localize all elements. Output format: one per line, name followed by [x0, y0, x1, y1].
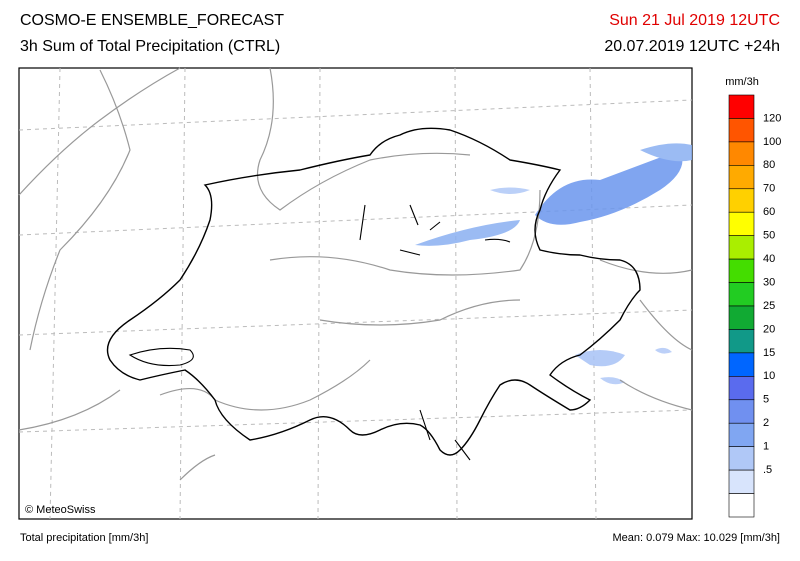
legend-swatch: [728, 188, 755, 213]
legend-swatch: [728, 305, 755, 330]
legend-label: 30: [763, 276, 775, 288]
legend-unit: mm/3h: [725, 76, 759, 88]
legend-label: .5: [763, 464, 772, 476]
legend-label: 15: [763, 347, 775, 359]
legend: 120 100 80 70 60 50 40 30 25 20 15 10 5 2 1 .5: [728, 94, 781, 518]
legend-label: 20: [763, 323, 775, 335]
legend-label: 120: [763, 112, 781, 124]
legend-swatch: [728, 141, 755, 166]
map-credit: © MeteoSwiss: [25, 504, 96, 516]
legend-swatch: [728, 352, 755, 377]
footer-right: Mean: 0.079 Max: 10.029 [mm/3h]: [612, 532, 780, 544]
legend-swatch: [728, 235, 755, 260]
legend-label: 40: [763, 253, 775, 265]
legend-label: 60: [763, 206, 775, 218]
legend-swatch: [728, 94, 755, 119]
legend-swatch: [728, 329, 755, 354]
legend-swatch: [728, 211, 755, 236]
legend-label: 5: [763, 394, 769, 406]
legend-label: 80: [763, 159, 775, 171]
legend-label: 10: [763, 370, 775, 382]
title: COSMO-E ENSEMBLE_FORECAST: [20, 12, 284, 29]
legend-swatch: [728, 118, 755, 143]
legend-swatch: [728, 493, 755, 518]
legend-label: 100: [763, 136, 781, 148]
legend-label: 25: [763, 300, 775, 312]
run-time: 20.07.2019 12UTC +24h: [604, 38, 780, 55]
legend-swatch: [728, 422, 755, 447]
legend-swatch: [728, 469, 755, 494]
map: © MeteoSwiss: [18, 67, 693, 520]
legend-swatch: [728, 376, 755, 401]
legend-swatch: [728, 258, 755, 283]
legend-label: 2: [763, 417, 769, 429]
legend-label: 50: [763, 230, 775, 242]
legend-swatch: [728, 446, 755, 471]
valid-time: Sun 21 Jul 2019 12UTC: [609, 12, 780, 29]
subtitle: 3h Sum of Total Precipitation (CTRL): [20, 38, 280, 55]
legend-swatch: [728, 165, 755, 190]
legend-swatch: [728, 282, 755, 307]
legend-label: 70: [763, 183, 775, 195]
legend-swatch: [728, 399, 755, 424]
footer-left: Total precipitation [mm/3h]: [20, 532, 148, 544]
legend-label: 1: [763, 441, 769, 453]
